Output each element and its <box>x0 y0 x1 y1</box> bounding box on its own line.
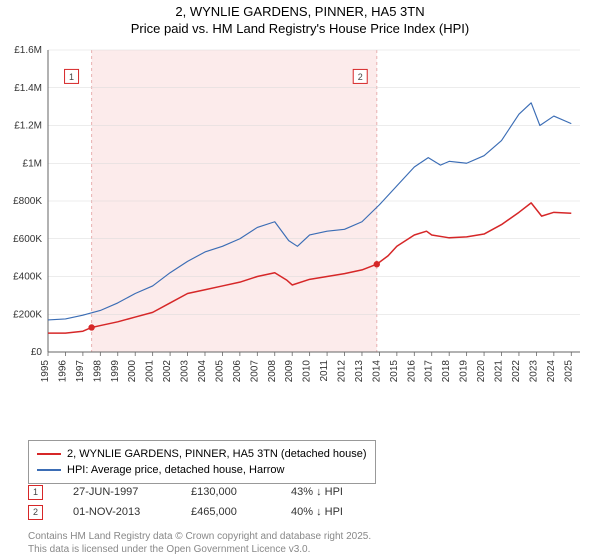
legend-label-price: 2, WYNLIE GARDENS, PINNER, HA5 3TN (deta… <box>67 446 367 462</box>
svg-text:2001: 2001 <box>145 360 156 383</box>
svg-text:£200K: £200K <box>13 309 42 320</box>
chart-svg: £0 £200K £400K £600K £800K £1M £1.2M £1.4M £1.6M… <box>0 42 600 442</box>
svg-text:2009: 2009 <box>284 360 295 383</box>
svg-text:£1.6M: £1.6M <box>14 45 42 56</box>
svg-text:2024: 2024 <box>546 360 557 383</box>
svg-text:2017: 2017 <box>424 360 435 383</box>
chart-area: £0 £200K £400K £600K £800K £1M £1.2M £1.4M £1.6M… <box>0 42 600 392</box>
svg-text:2004: 2004 <box>197 360 208 383</box>
attribution-line: This data is licensed under the Open Gov… <box>28 544 371 557</box>
svg-text:1995: 1995 <box>40 360 51 383</box>
svg-text:2023: 2023 <box>528 360 539 383</box>
legend-swatch-price <box>37 453 61 455</box>
svg-text:2020: 2020 <box>476 360 487 383</box>
marker-price: £130,000 <box>191 486 261 498</box>
svg-text:£0: £0 <box>31 347 43 358</box>
marker-date: 01-NOV-2013 <box>73 506 161 518</box>
svg-text:2021: 2021 <box>494 360 505 383</box>
marker-hpi: 40% ↓ HPI <box>291 506 343 518</box>
marker-hpi: 43% ↓ HPI <box>291 486 343 498</box>
svg-text:1999: 1999 <box>110 360 121 383</box>
svg-text:2013: 2013 <box>354 360 365 383</box>
title-subtitle: Price paid vs. HM Land Registry's House … <box>0 19 600 36</box>
legend-swatch-hpi <box>37 469 61 471</box>
svg-text:2002: 2002 <box>162 360 173 383</box>
svg-text:2: 2 <box>358 72 363 82</box>
marker-table: 1 27-JUN-1997 £130,000 43% ↓ HPI 2 01-NO… <box>28 482 343 522</box>
table-row: 1 27-JUN-1997 £130,000 43% ↓ HPI <box>28 482 343 502</box>
legend: 2, WYNLIE GARDENS, PINNER, HA5 3TN (deta… <box>28 440 376 484</box>
legend-label-hpi: HPI: Average price, detached house, Harr… <box>67 462 284 478</box>
svg-text:£800K: £800K <box>13 196 42 207</box>
svg-text:2018: 2018 <box>441 360 452 383</box>
svg-text:£400K: £400K <box>13 272 42 283</box>
attribution: Contains HM Land Registry data © Crown c… <box>28 531 371 556</box>
svg-text:2014: 2014 <box>371 360 382 383</box>
svg-text:2019: 2019 <box>459 360 470 383</box>
marker-badge-2: 2 <box>28 505 43 520</box>
svg-text:2015: 2015 <box>389 360 400 383</box>
svg-text:2008: 2008 <box>267 360 278 383</box>
svg-text:2016: 2016 <box>406 360 417 383</box>
svg-text:1997: 1997 <box>75 360 86 383</box>
svg-text:2003: 2003 <box>180 360 191 383</box>
svg-text:1998: 1998 <box>92 360 103 383</box>
svg-text:£1M: £1M <box>23 158 42 169</box>
chart-container: 2, WYNLIE GARDENS, PINNER, HA5 3TN Price… <box>0 0 600 560</box>
svg-text:2000: 2000 <box>127 360 138 383</box>
table-row: 2 01-NOV-2013 £465,000 40% ↓ HPI <box>28 502 343 522</box>
legend-row: HPI: Average price, detached house, Harr… <box>37 462 367 478</box>
svg-text:£1.2M: £1.2M <box>14 121 42 132</box>
legend-row: 2, WYNLIE GARDENS, PINNER, HA5 3TN (deta… <box>37 446 367 462</box>
title-address: 2, WYNLIE GARDENS, PINNER, HA5 3TN <box>0 0 600 19</box>
svg-text:1996: 1996 <box>57 360 68 383</box>
marker-price: £465,000 <box>191 506 261 518</box>
svg-text:2012: 2012 <box>337 360 348 383</box>
marker-badge-1: 1 <box>28 485 43 500</box>
svg-text:2022: 2022 <box>511 360 522 383</box>
svg-text:2005: 2005 <box>214 360 225 383</box>
svg-text:2010: 2010 <box>302 360 313 383</box>
svg-text:£1.4M: £1.4M <box>14 83 42 94</box>
marker-date: 27-JUN-1997 <box>73 486 161 498</box>
svg-text:£600K: £600K <box>13 234 42 245</box>
svg-text:2007: 2007 <box>249 360 260 383</box>
svg-text:2006: 2006 <box>232 360 243 383</box>
svg-text:1: 1 <box>69 72 74 82</box>
attribution-line: Contains HM Land Registry data © Crown c… <box>28 531 371 544</box>
svg-text:2025: 2025 <box>563 360 574 383</box>
svg-text:2011: 2011 <box>319 360 330 382</box>
